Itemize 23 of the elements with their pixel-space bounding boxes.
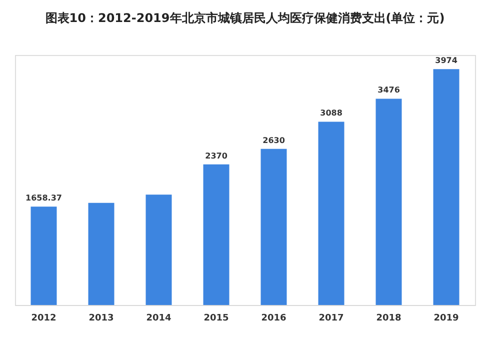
data-label: 3476: [378, 86, 400, 95]
chart-title: 图表10：2012-2019年北京市城镇居民人均医疗保健消费支出(单位：元): [45, 11, 445, 25]
x-tick-label: 2018: [376, 314, 402, 324]
bar: [88, 202, 114, 305]
bar: [203, 164, 230, 305]
bar: [433, 69, 460, 305]
data-label: 3974: [435, 56, 458, 66]
bar: [318, 122, 344, 305]
bar: [30, 206, 57, 305]
data-label: 1658.37: [26, 194, 62, 203]
x-tick-label: 2012: [31, 314, 56, 324]
x-tick-label: 2016: [261, 314, 286, 324]
data-label: 2630: [262, 136, 286, 145]
bar: [260, 148, 287, 305]
data-label: 3088: [320, 108, 343, 118]
data-label: 2370: [205, 151, 228, 160]
x-tick-label: 2019: [434, 314, 459, 324]
bar: [146, 194, 172, 305]
x-tick-label: 2015: [204, 314, 229, 324]
x-tick-label: 2017: [318, 314, 344, 324]
bar: [376, 98, 402, 305]
x-tick-label: 2014: [146, 314, 172, 324]
x-tick-label: 2013: [88, 314, 114, 324]
